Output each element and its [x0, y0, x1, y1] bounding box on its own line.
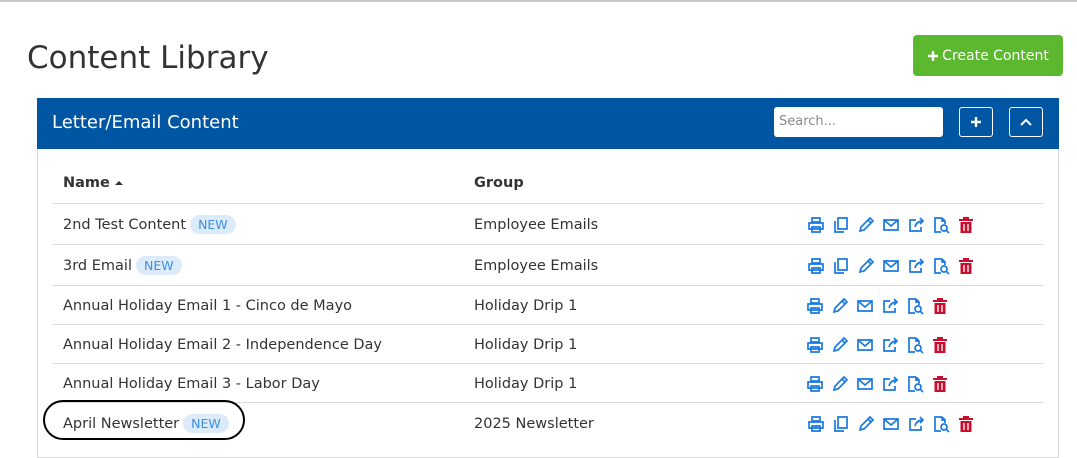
delete-icon[interactable] — [957, 415, 975, 433]
print-icon[interactable] — [806, 336, 824, 354]
content-panel: Letter/Email Content Search... Name Grou… — [37, 98, 1059, 458]
share-icon[interactable] — [907, 216, 925, 234]
group-column-header[interactable]: Group — [474, 163, 524, 203]
table-row: Annual Holiday Email 1 - Cinco de Mayo Ho… — [53, 285, 1043, 325]
annotation-ellipse — [43, 400, 245, 440]
actions-cell — [807, 204, 975, 245]
delete-icon[interactable] — [931, 375, 949, 393]
edit-icon[interactable] — [831, 336, 849, 354]
preview-icon[interactable] — [932, 415, 950, 433]
name-cell: 2nd Test Content NEW — [63, 204, 236, 245]
page-title: Content Library — [27, 40, 269, 76]
share-icon[interactable] — [907, 257, 925, 275]
preview-icon[interactable] — [932, 257, 950, 275]
group-cell: Holiday Drip 1 — [474, 364, 577, 403]
edit-icon[interactable] — [857, 415, 875, 433]
copy-icon[interactable] — [832, 415, 850, 433]
group-name: Employee Emails — [474, 257, 599, 274]
group-cell: Employee Emails — [474, 204, 598, 245]
actions-cell — [806, 286, 949, 325]
group-name: 2025 Newsletter — [474, 415, 594, 432]
column-label: Name — [63, 175, 110, 191]
name-cell: April Newsletter NEW — [63, 403, 229, 444]
print-icon[interactable] — [806, 297, 824, 315]
name-cell: Annual Holiday Email 2 - Independence Da… — [63, 325, 382, 364]
new-badge: NEW — [135, 256, 182, 275]
group-name: Holiday Drip 1 — [474, 336, 578, 353]
group-name: Holiday Drip 1 — [474, 297, 578, 314]
share-icon[interactable] — [907, 415, 925, 433]
edit-icon[interactable] — [831, 297, 849, 315]
group-cell: Holiday Drip 1 — [474, 325, 577, 364]
group-name: Employee Emails — [474, 216, 599, 233]
mail-icon[interactable] — [882, 415, 900, 433]
print-icon[interactable] — [807, 415, 825, 433]
name-cell: 3rd Email NEW — [63, 245, 182, 286]
share-icon[interactable] — [881, 336, 899, 354]
create-content-button[interactable]: Create Content — [913, 35, 1063, 76]
table-row: Annual Holiday Email 2 - Independence Da… — [53, 324, 1043, 364]
delete-icon[interactable] — [957, 216, 975, 234]
content-name[interactable]: 3rd Email — [63, 257, 132, 274]
content-name[interactable]: Annual Holiday Email 1 - Cinco de Mayo — [63, 297, 353, 314]
delete-icon[interactable] — [931, 297, 949, 315]
actions-cell — [807, 245, 975, 286]
share-icon[interactable] — [881, 375, 899, 393]
edit-icon[interactable] — [857, 216, 875, 234]
plus-icon — [971, 117, 981, 127]
table-row: Annual Holiday Email 3 - Labor Day Holida… — [53, 363, 1043, 403]
add-button[interactable] — [959, 107, 993, 137]
delete-icon[interactable] — [931, 336, 949, 354]
collapse-button[interactable] — [1009, 107, 1043, 137]
actions-cell — [807, 403, 975, 444]
panel-title: Letter/Email Content — [52, 112, 239, 133]
edit-icon[interactable] — [857, 257, 875, 275]
content-name[interactable]: Annual Holiday Email 3 - Labor Day — [63, 375, 320, 392]
print-icon[interactable] — [806, 375, 824, 393]
mail-icon[interactable] — [856, 297, 874, 315]
mail-icon[interactable] — [882, 257, 900, 275]
table-row: 2nd Test Content NEW Employee Emails — [53, 203, 1043, 245]
column-label: Group — [474, 175, 524, 191]
chevron-up-icon — [1020, 118, 1032, 126]
table-row: 3rd Email NEW Employee Emails — [53, 244, 1043, 286]
name-cell: Annual Holiday Email 3 - Labor Day — [63, 364, 320, 403]
group-name: Holiday Drip 1 — [474, 375, 578, 392]
actions-cell — [806, 325, 949, 364]
create-content-label: Create Content — [942, 47, 1049, 64]
preview-icon[interactable] — [906, 336, 924, 354]
print-icon[interactable] — [807, 216, 825, 234]
group-cell: 2025 Newsletter — [474, 403, 594, 444]
table-header: Name Group — [53, 163, 1043, 203]
share-icon[interactable] — [881, 297, 899, 315]
new-badge: NEW — [190, 215, 236, 234]
mail-icon[interactable] — [856, 375, 874, 393]
group-cell: Holiday Drip 1 — [474, 286, 577, 325]
preview-icon[interactable] — [932, 216, 950, 234]
copy-icon[interactable] — [832, 216, 850, 234]
content-name[interactable]: Annual Holiday Email 2 - Independence Da… — [63, 336, 382, 353]
group-cell: Employee Emails — [474, 245, 598, 286]
content-name[interactable]: April Newsletter — [63, 415, 180, 432]
name-cell: Annual Holiday Email 1 - Cinco de Mayo — [63, 286, 352, 325]
plus-icon — [928, 50, 939, 61]
copy-icon[interactable] — [832, 257, 850, 275]
search-input[interactable]: Search... — [774, 107, 943, 137]
print-icon[interactable] — [807, 257, 825, 275]
mail-icon[interactable] — [882, 216, 900, 234]
name-column-header[interactable]: Name — [63, 163, 124, 203]
panel-header: Letter/Email Content Search... — [37, 98, 1059, 149]
mail-icon[interactable] — [856, 336, 874, 354]
preview-icon[interactable] — [906, 297, 924, 315]
content-name[interactable]: 2nd Test Content — [63, 216, 187, 233]
preview-icon[interactable] — [906, 375, 924, 393]
table-row: April Newsletter NEW 2025 Newsletter — [53, 402, 1043, 444]
sort-icon — [114, 181, 123, 185]
new-badge: NEW — [183, 414, 229, 433]
actions-cell — [806, 364, 949, 403]
edit-icon[interactable] — [831, 375, 849, 393]
delete-icon[interactable] — [957, 257, 975, 275]
